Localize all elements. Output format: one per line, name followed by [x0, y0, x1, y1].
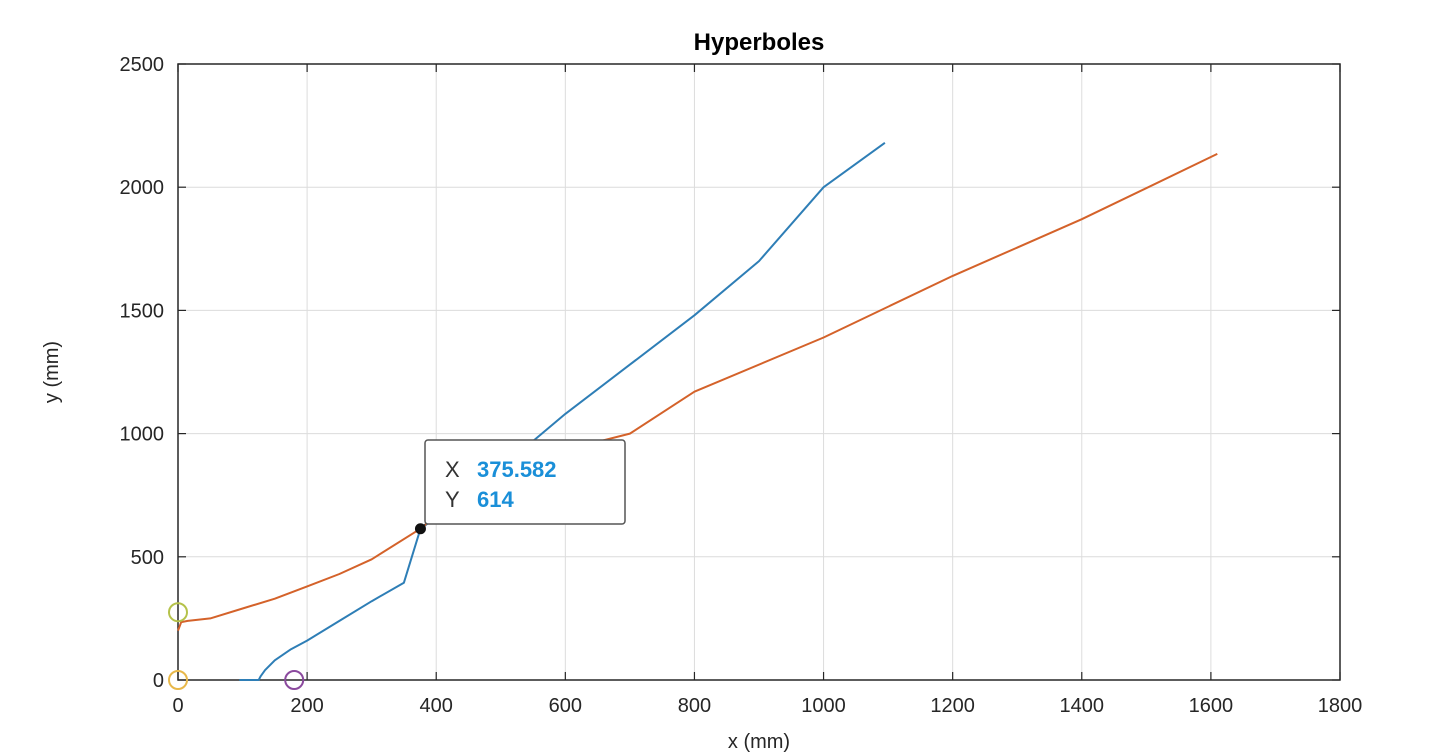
- y-tick-label: 1500: [120, 300, 165, 322]
- axes-box: [177, 63, 1341, 681]
- x-tick-label: 200: [290, 695, 323, 717]
- x-tick-label: 800: [678, 695, 711, 717]
- tick-marks: [177, 63, 1341, 681]
- series-line-2[interactable]: [177, 152, 1218, 632]
- x-tick-labels: 0 200 400 600 800 1000 1200 1400 1600 1800: [172, 695, 1362, 717]
- x-tick-label: 1600: [1189, 695, 1234, 717]
- datatip-box[interactable]: [424, 439, 626, 525]
- chart-title: Hyperboles: [694, 29, 825, 56]
- y-tick-label: 0: [153, 670, 164, 692]
- x-tick-label: 600: [549, 695, 582, 717]
- x-tick-label: 1400: [1060, 695, 1105, 717]
- datatip-x-value: 375.582: [477, 457, 557, 482]
- circle-marker-3[interactable]: [284, 670, 305, 690]
- x-tick-label: 1800: [1318, 695, 1363, 717]
- series-line-1[interactable]: [239, 141, 886, 681]
- datatip-point[interactable]: [414, 523, 426, 535]
- y-tick-labels: 0 500 1000 1500 2000 2500: [120, 54, 165, 692]
- x-axis-label: x (mm): [728, 731, 790, 753]
- y-tick-label: 2000: [120, 177, 165, 199]
- datatip-y-value: 614: [477, 487, 514, 512]
- datatip-x-key: X: [445, 457, 460, 482]
- y-tick-label: 500: [131, 547, 164, 569]
- x-tick-label: 1200: [930, 695, 975, 717]
- x-tick-label: 1000: [801, 695, 846, 717]
- series-lines[interactable]: [177, 141, 1218, 681]
- x-tick-label: 0: [172, 695, 183, 717]
- y-axis-label: y (mm): [41, 341, 63, 403]
- y-tick-label: 1000: [120, 424, 165, 446]
- datatip-y-key: Y: [445, 487, 460, 512]
- circle-markers[interactable]: [168, 602, 305, 690]
- y-tick-label: 2500: [120, 54, 165, 76]
- circle-marker-1[interactable]: [168, 602, 188, 623]
- x-tick-label: 400: [420, 695, 453, 717]
- circle-marker-2[interactable]: [168, 670, 188, 690]
- grid-lines: [177, 63, 1341, 681]
- datatip[interactable]: X 375.582 Y 614: [414, 439, 626, 535]
